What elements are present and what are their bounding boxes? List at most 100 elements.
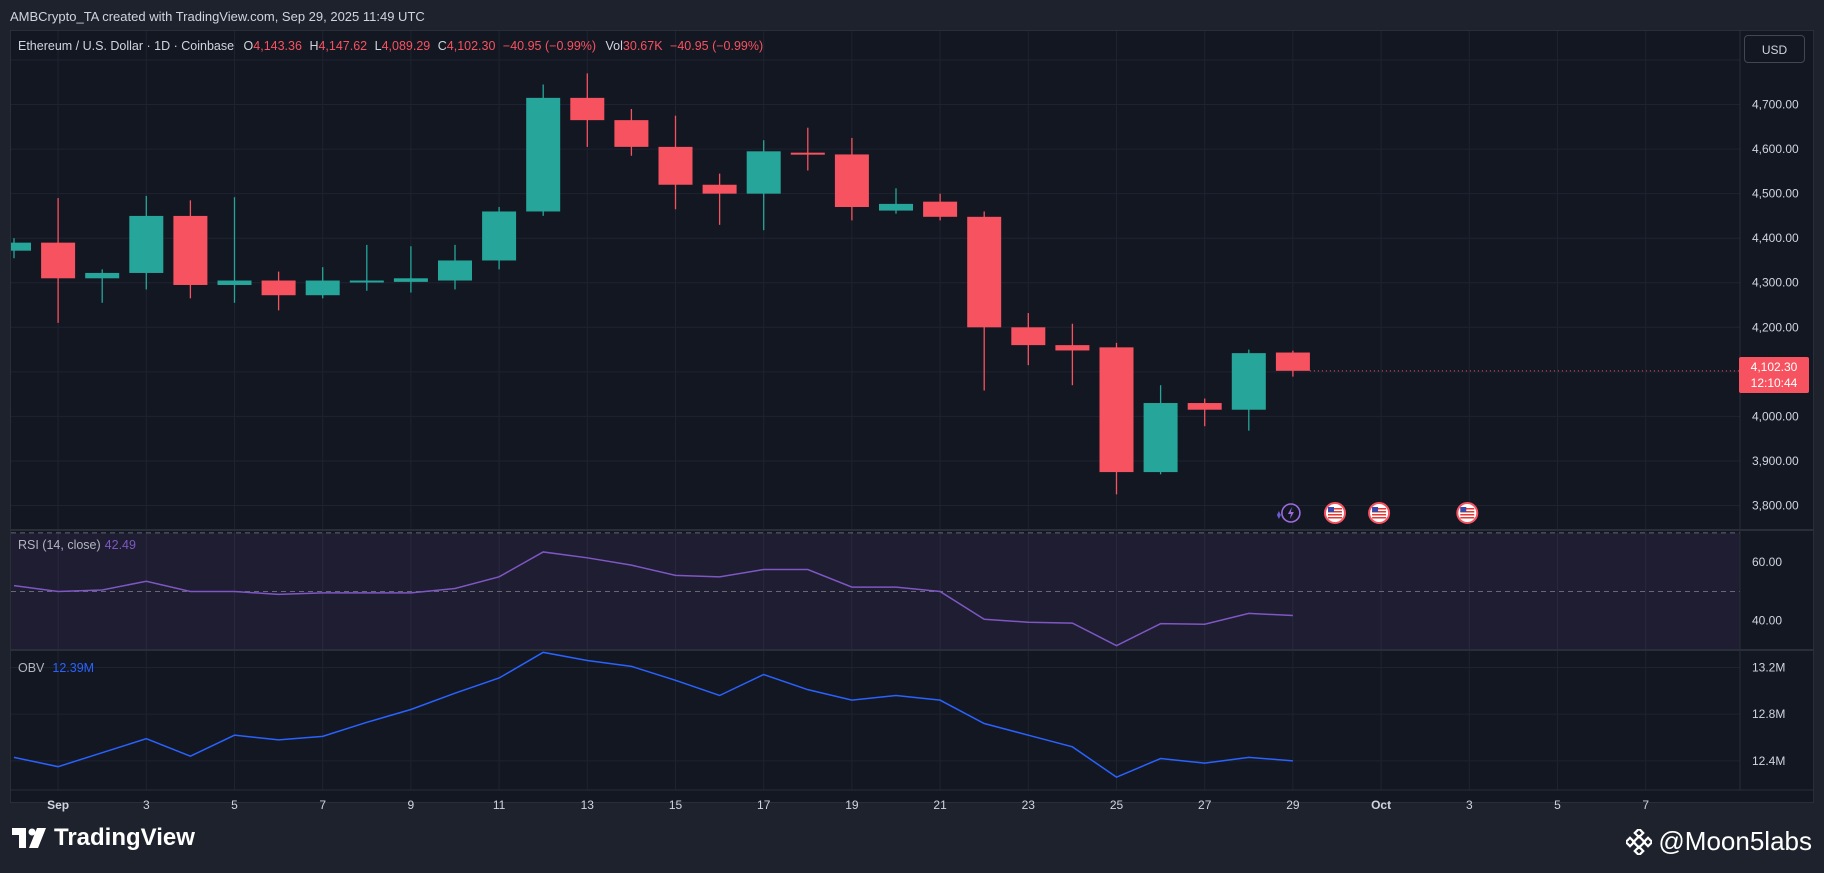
tradingview-logo[interactable]: TradingView [12, 824, 195, 852]
candle-body [173, 215, 208, 285]
price-tick-label: 4,700.00 [1752, 98, 1799, 112]
rsi-layer [13, 551, 1293, 647]
obv-tick-label: 12.4M [1752, 754, 1785, 768]
time-tick-label: 13 [581, 798, 595, 812]
candle-body [349, 280, 384, 283]
time-tick-label: 23 [1022, 798, 1036, 812]
obv-value: 12.39M [52, 661, 95, 675]
last-price-tag: 4,102.30 12:10:44 [1739, 357, 1809, 393]
candle-body [41, 242, 76, 279]
candle-body [526, 97, 561, 212]
rsi-legend[interactable]: RSI (14, close) 42.49 [18, 538, 136, 552]
us-flag-event-icon[interactable] [1368, 502, 1391, 524]
candle-body [702, 184, 737, 194]
rsi-title: RSI (14, close) [18, 538, 101, 552]
earnings-event-icon[interactable] [1276, 503, 1301, 523]
candle-body [658, 146, 693, 185]
us-flag-event-icon[interactable] [1456, 502, 1479, 524]
grid-layer [11, 31, 1740, 790]
close-label: C [437, 39, 447, 53]
time-tick-label: 9 [408, 798, 415, 812]
time-tick-label: 29 [1286, 798, 1300, 812]
candle-body [129, 215, 164, 273]
time-tick-label: Oct [1371, 798, 1391, 812]
time-tick-label: 15 [669, 798, 683, 812]
candle-body [923, 201, 958, 217]
candle-body [1055, 345, 1090, 351]
candle-body [305, 280, 340, 296]
event-markers-layer [1276, 502, 1479, 524]
time-tick-label: 7 [1642, 798, 1649, 812]
time-axis-labels: Sep 3 5 7 9 11 13 15 17 19 21 23 25 27 29 Oct 3 5 7 [47, 798, 1649, 812]
pane-separators [11, 31, 1813, 791]
candle-body [879, 203, 913, 211]
candle-body [967, 216, 1002, 328]
candle-body [834, 154, 869, 208]
close-value: 4,102.30 [446, 39, 496, 53]
watermark-text: @Moon5labs [1658, 826, 1812, 856]
volume-label: Vol [605, 39, 623, 53]
price-tick-label: 4,200.00 [1752, 320, 1799, 334]
time-tick-label: 5 [1554, 798, 1561, 812]
obv-tick-label: 12.8M [1752, 707, 1785, 721]
time-tick-label: 27 [1198, 798, 1212, 812]
candle-body [261, 280, 296, 296]
price-tick-label: 3,900.00 [1752, 454, 1799, 468]
obv-line [13, 651, 1293, 779]
symbol-title: Ethereum / U.S. Dollar · 1D · Coinbase [18, 39, 235, 53]
currency-button[interactable]: USD [1744, 35, 1805, 63]
time-tick-label: 17 [757, 798, 771, 812]
open-value: 4,143.36 [253, 39, 302, 53]
open-label: O [243, 39, 254, 53]
tradingview-brand-text: TradingView [54, 824, 195, 851]
candle-body [1231, 353, 1266, 410]
time-tick-label: 21 [933, 798, 947, 812]
time-tick-label: 11 [493, 798, 506, 812]
candle-body [570, 97, 605, 121]
candle-body [1143, 403, 1178, 473]
rsi-line [13, 551, 1293, 647]
price-tick-label: 4,300.00 [1752, 276, 1799, 290]
low-value: 4,089.29 [381, 39, 431, 53]
time-tick-label: 3 [143, 798, 150, 812]
price-axis-labels: 3,800.003,900.004,000.004,100.004,200.00… [1752, 98, 1799, 768]
candle-body [482, 211, 517, 261]
volume-value: 30.67K [622, 39, 663, 53]
candle-body [1011, 327, 1046, 346]
time-tick-label: 7 [319, 798, 326, 812]
us-flag-event-icon[interactable] [1324, 502, 1346, 524]
rsi-tick-label: 60.00 [1752, 555, 1782, 569]
candle-body [438, 260, 472, 281]
bar-countdown: 12:10:44 [1750, 376, 1798, 390]
change-value: −40.95 (−0.99%) [502, 39, 597, 53]
price-tick-label: 4,000.00 [1752, 409, 1799, 423]
candle-body [85, 272, 120, 279]
obv-tick-label: 13.2M [1752, 661, 1785, 675]
watermark: @Moon5labs [1626, 826, 1812, 857]
time-tick-label: Sep [47, 798, 69, 812]
candle-body [746, 151, 781, 194]
time-tick-label: 25 [1110, 798, 1124, 812]
binance-diamond-icon [1626, 828, 1653, 855]
candle-body [790, 152, 825, 155]
chart-credit-text: AMBCrypto_TA created with TradingView.co… [10, 9, 425, 24]
candle-body [393, 278, 428, 282]
high-value: 4,147.62 [318, 39, 368, 53]
price-tick-label: 3,800.00 [1752, 498, 1799, 512]
candle-body [217, 280, 252, 285]
rsi-value: 42.49 [104, 538, 136, 552]
candle-body [11, 242, 31, 251]
high-label: H [309, 39, 319, 53]
obv-layer [13, 651, 1293, 779]
obv-legend[interactable]: OBV 12.39M [18, 661, 94, 675]
last-price-value: 4,102.30 [1750, 360, 1798, 374]
chart-header-bar: AMBCrypto_TA created with TradingView.co… [0, 0, 1824, 30]
candles-layer [11, 73, 1740, 495]
tradingview-logo-icon [12, 828, 46, 848]
candle-body [1187, 403, 1222, 410]
rsi-band-layer [11, 532, 1740, 651]
candle-body [1275, 352, 1310, 371]
obv-title: OBV [18, 661, 45, 675]
candle-body [614, 120, 649, 147]
